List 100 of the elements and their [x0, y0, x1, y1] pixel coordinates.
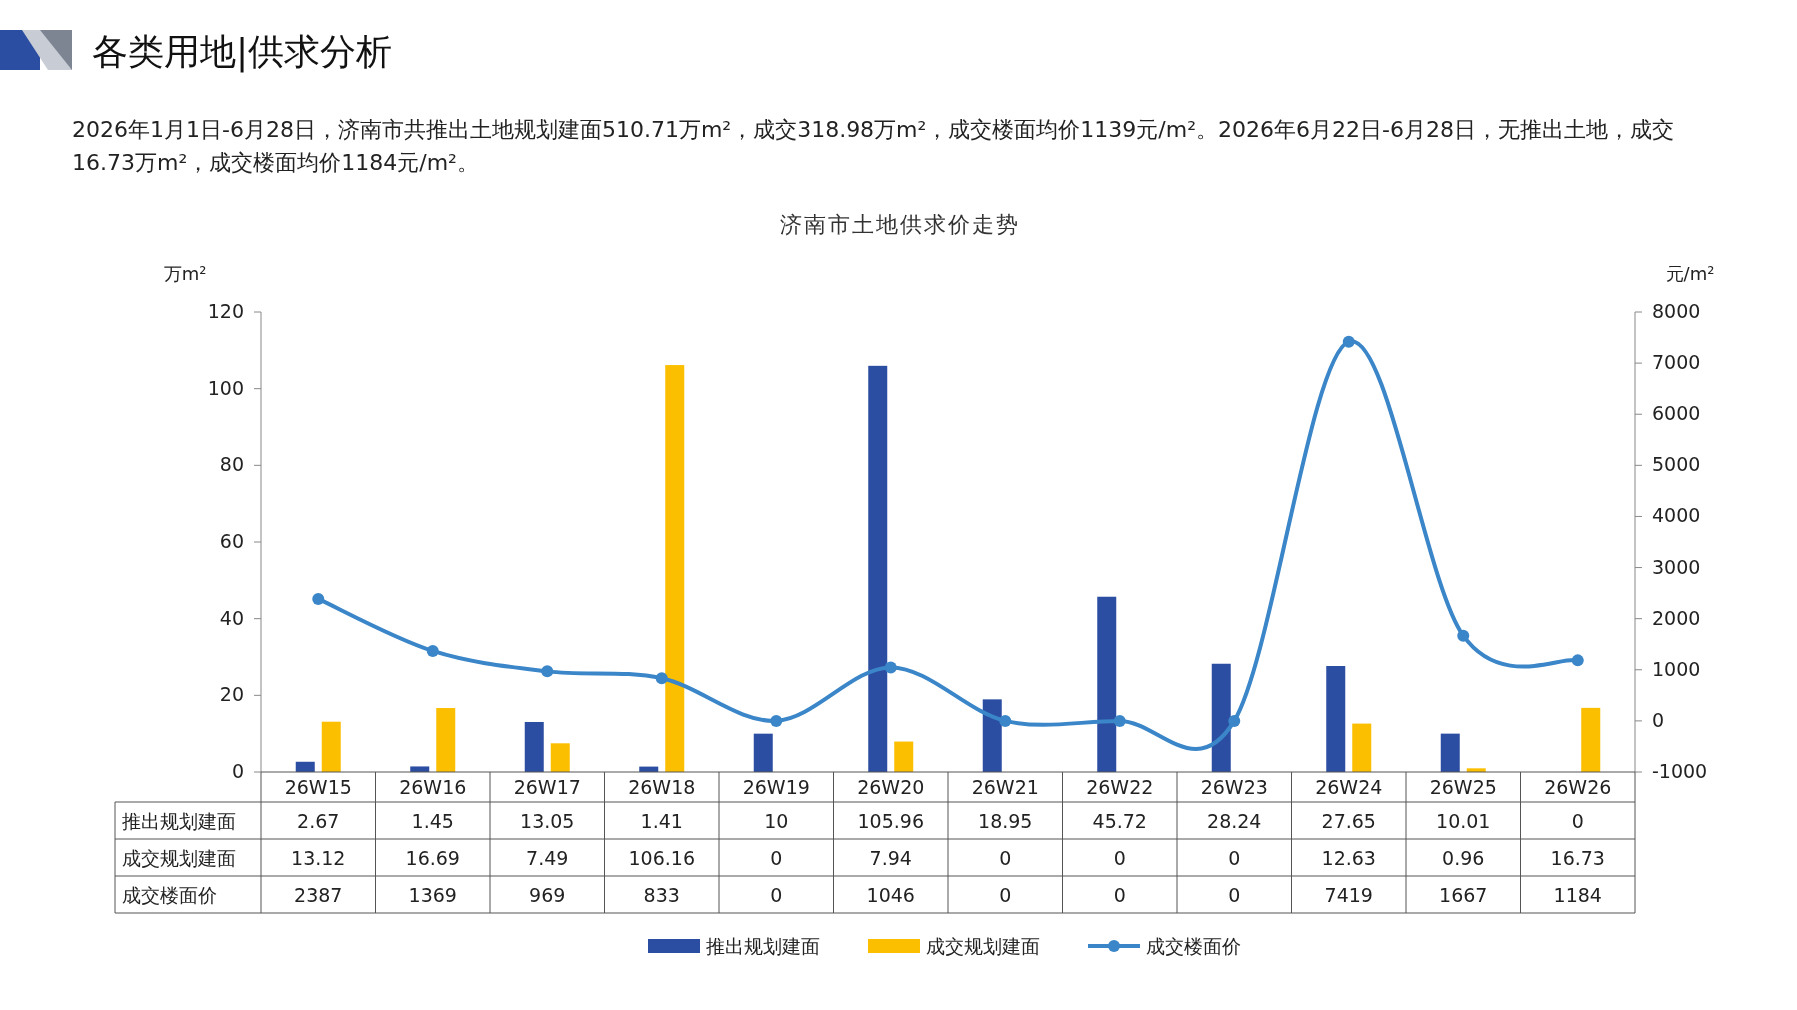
- y-tick-label: 120: [207, 300, 244, 322]
- data-label: 1.45: [411, 810, 454, 832]
- y-tick-label: 100: [207, 376, 244, 399]
- text: 成交规划建面: [122, 847, 236, 869]
- data-label: 2.67: [297, 810, 340, 832]
- x-tick-label: 26W18: [628, 776, 696, 798]
- y2-tick-label: 1000: [1652, 657, 1701, 680]
- legend-label: 成交规划建面: [926, 935, 1040, 957]
- point: [884, 661, 897, 674]
- x-tick-label: 26W24: [1315, 776, 1383, 798]
- bar: [982, 699, 1002, 772]
- text: 成交楼面价: [122, 884, 217, 906]
- data-label: 18.95: [978, 810, 1033, 832]
- bar: [550, 743, 570, 772]
- y-tick-label: 40: [219, 606, 244, 629]
- data-label: 1.41: [640, 810, 683, 832]
- point: [1228, 714, 1241, 727]
- data-label: 106.16: [628, 847, 695, 869]
- point: [999, 714, 1012, 727]
- data-label: 10: [764, 810, 789, 832]
- data-label: 0: [1113, 884, 1126, 906]
- data-label: 16.69: [405, 847, 460, 869]
- data-label: 0: [1113, 847, 1126, 869]
- data-label: 28.24: [1207, 810, 1262, 832]
- x-tick-label: 26W19: [742, 776, 810, 798]
- point: [312, 592, 325, 605]
- data-label: 0.96: [1442, 847, 1485, 869]
- data-label: 13.05: [520, 810, 575, 832]
- data-label: 0: [1571, 810, 1584, 832]
- bar: [1352, 723, 1372, 772]
- data-label: 7.49: [526, 847, 569, 869]
- x-tick-label: 26W26: [1544, 776, 1612, 798]
- x-tick-label: 26W23: [1200, 776, 1268, 798]
- point: [1113, 714, 1126, 727]
- data-label: 7.94: [869, 847, 912, 869]
- bar: [665, 365, 685, 772]
- x-tick-label: 26W21: [971, 776, 1039, 798]
- y2-tick-label: 4000: [1652, 504, 1701, 527]
- data-label: 0: [999, 884, 1012, 906]
- data-label: 1667: [1439, 884, 1488, 906]
- data-label: 10.01: [1436, 810, 1491, 832]
- data-label: 1184: [1553, 884, 1602, 906]
- y2-tick-label: 5000: [1652, 453, 1701, 476]
- point: [1571, 654, 1584, 667]
- chart-subtitle: 2026年1月1日-6月28日，济南市共推出土地规划建面510.71万m²，成交318.98万m²，成交楼面均价1139元/m²。2026年6月22日-6月28日，无推出土地，成交16.73万m²，成交楼面均价1184元/m²。: [72, 117, 1674, 175]
- y2-tick-label: -1000: [1652, 760, 1708, 782]
- y-tick-label: 20: [219, 683, 244, 706]
- y2-axis-title: 元/m²: [1665, 263, 1715, 284]
- x-tick-label: 26W25: [1429, 776, 1497, 798]
- data-label: 0: [1228, 884, 1241, 906]
- text: 推出规划建面: [122, 810, 236, 832]
- x-tick-label: 26W20: [857, 776, 925, 798]
- point: [1457, 629, 1470, 642]
- data-label: 1046: [866, 884, 915, 906]
- data-label: 0: [770, 847, 783, 869]
- data-label: 13.12: [291, 847, 346, 869]
- point: [1342, 335, 1355, 348]
- bar: [753, 733, 773, 772]
- y2-tick-label: 2000: [1652, 606, 1701, 629]
- bar: [1211, 663, 1231, 772]
- data-label: 12.63: [1321, 847, 1376, 869]
- legend-label: 成交楼面价: [1146, 935, 1241, 957]
- data-label: 1369: [408, 884, 457, 906]
- legend-label: 推出规划建面: [706, 935, 820, 957]
- x-tick-label: 26W16: [399, 776, 467, 798]
- x-tick-label: 26W22: [1086, 776, 1154, 798]
- bar: [1326, 666, 1346, 772]
- bar: [1581, 707, 1601, 772]
- data-label: 7419: [1324, 884, 1373, 906]
- data-label: 0: [999, 847, 1012, 869]
- bar: [1440, 733, 1460, 772]
- y2-tick-label: 7000: [1652, 351, 1701, 374]
- data-label: 16.73: [1550, 847, 1605, 869]
- data-label: 45.72: [1092, 810, 1147, 832]
- y2-tick-label: 3000: [1652, 555, 1701, 578]
- bar: [436, 708, 456, 772]
- bar: [524, 721, 544, 772]
- bar: [868, 365, 888, 772]
- bar: [894, 741, 914, 772]
- bar: [1097, 596, 1117, 772]
- y-tick-label: 0: [231, 760, 244, 782]
- y2-tick-label: 8000: [1652, 300, 1701, 322]
- data-label: 0: [770, 884, 783, 906]
- y-tick-label: 80: [219, 453, 244, 476]
- data-label: 969: [529, 884, 566, 906]
- data-label: 27.65: [1321, 810, 1376, 832]
- bar: [321, 721, 341, 772]
- point: [541, 665, 554, 678]
- data-label: 2387: [294, 884, 343, 906]
- point: [655, 672, 668, 685]
- y2-tick-label: 6000: [1652, 402, 1701, 425]
- y-tick-label: 60: [219, 530, 244, 552]
- point: [770, 714, 783, 727]
- x-tick-label: 26W15: [284, 776, 352, 798]
- data-label: 833: [643, 884, 680, 906]
- data-label: 0: [1228, 847, 1241, 869]
- point: [426, 644, 439, 657]
- text: 各类用地|供求分析: [92, 31, 393, 73]
- bar: [410, 766, 430, 772]
- x-tick-label: 26W17: [513, 776, 581, 798]
